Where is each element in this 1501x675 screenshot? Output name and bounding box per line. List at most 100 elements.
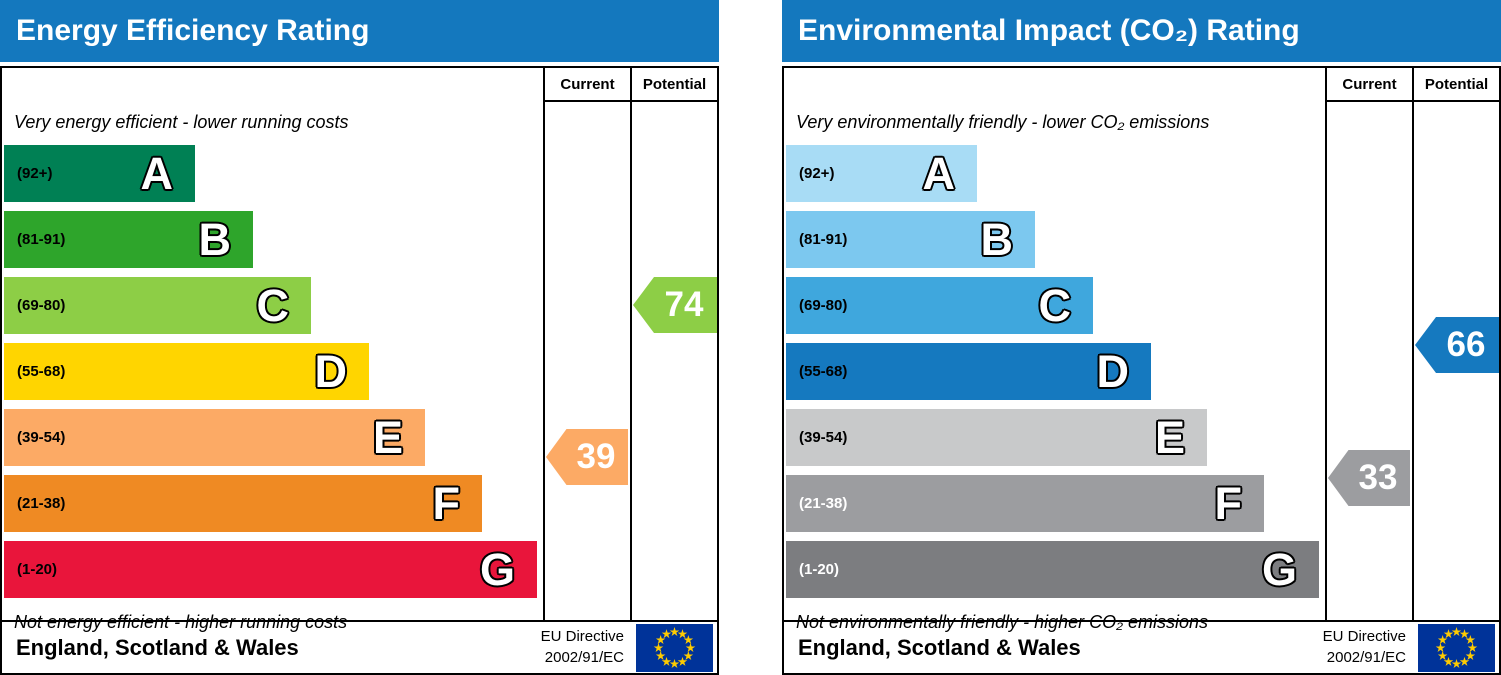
band-range-label: (92+) bbox=[799, 165, 835, 182]
band-row: (21-38) F bbox=[784, 475, 1325, 538]
band-letter: G bbox=[479, 544, 515, 595]
band-letter: B bbox=[980, 214, 1014, 265]
band-bar: (55-68) D bbox=[4, 343, 369, 400]
band-row: (92+) A bbox=[784, 145, 1325, 208]
bottom-note: Not energy efficient - higher running co… bbox=[14, 612, 348, 632]
band-letter: A bbox=[140, 148, 174, 199]
current-rating-value: 33 bbox=[1358, 458, 1398, 497]
band-bar: (21-38) F bbox=[786, 475, 1264, 532]
band-letter: F bbox=[432, 478, 461, 529]
rating-scale: Very environmentally friendly - lower CO… bbox=[784, 68, 1325, 641]
rating-table: Very energy efficient - lower running co… bbox=[0, 66, 719, 632]
band-range-label: (55-68) bbox=[799, 363, 848, 380]
panel-title: Environmental Impact (CO₂) Rating bbox=[798, 14, 1300, 47]
eu-directive-line1: EU Directive bbox=[540, 628, 624, 646]
band-row: (21-38) F bbox=[2, 475, 543, 538]
column-header-potential: Potential bbox=[642, 75, 707, 93]
energy-efficiency-panel: Energy Efficiency Rating Very energy eff… bbox=[0, 0, 719, 675]
band-range-label: (81-91) bbox=[799, 231, 848, 248]
band-bar: (39-54) E bbox=[786, 409, 1207, 466]
current-rating-value: 39 bbox=[576, 437, 616, 476]
band-bar: (69-80) C bbox=[4, 277, 311, 334]
potential-rating-value: 74 bbox=[664, 285, 704, 324]
band-letter: F bbox=[1214, 478, 1243, 529]
column-divider bbox=[543, 68, 545, 620]
band-row: (81-91) B bbox=[2, 211, 543, 274]
band-range-label: (1-20) bbox=[17, 561, 58, 578]
potential-rating-arrow: 66 bbox=[1415, 317, 1499, 373]
band-letter: E bbox=[372, 412, 403, 463]
band-row: (92+) A bbox=[2, 145, 543, 208]
column-divider bbox=[1412, 68, 1414, 620]
band-range-label: (55-68) bbox=[17, 363, 66, 380]
band-bar: (81-91) B bbox=[786, 211, 1035, 268]
band-bar: (92+) A bbox=[4, 145, 195, 202]
band-bar: (69-80) C bbox=[786, 277, 1093, 334]
column-header-current: Current bbox=[560, 75, 615, 93]
eu-flag-icon bbox=[1418, 623, 1495, 672]
band-range-label: (21-38) bbox=[799, 495, 848, 512]
column-header-underline bbox=[543, 100, 717, 102]
band-row: (55-68) D bbox=[784, 343, 1325, 406]
band-row: (81-91) B bbox=[784, 211, 1325, 274]
band-bar: (92+) A bbox=[786, 145, 977, 202]
environmental-impact-panel: Environmental Impact (CO₂) Rating Very e… bbox=[782, 0, 1501, 675]
current-rating-arrow: 33 bbox=[1328, 450, 1410, 506]
band-letter: G bbox=[1261, 544, 1297, 595]
band-letter: D bbox=[1096, 346, 1130, 397]
eu-directive-text: EU Directive 2002/91/EC bbox=[541, 627, 624, 668]
rating-table: Very environmentally friendly - lower CO… bbox=[782, 66, 1501, 632]
current-rating-arrow: 39 bbox=[546, 429, 628, 485]
band-letter: E bbox=[1154, 412, 1185, 463]
band-letter: D bbox=[314, 346, 348, 397]
eu-directive-text: EU Directive 2002/91/EC bbox=[1323, 627, 1406, 668]
band-letter: B bbox=[198, 214, 232, 265]
band-bar: (39-54) E bbox=[4, 409, 425, 466]
eu-flag-icon bbox=[636, 623, 713, 672]
band-range-label: (21-38) bbox=[17, 495, 66, 512]
band-bar: (1-20) G bbox=[4, 541, 537, 598]
panel-header: Energy Efficiency Rating bbox=[0, 0, 719, 62]
band-row: (55-68) D bbox=[2, 343, 543, 406]
band-row: (39-54) E bbox=[2, 409, 543, 472]
band-bar: (1-20) G bbox=[786, 541, 1319, 598]
potential-rating-value: 66 bbox=[1446, 325, 1486, 364]
band-row: (1-20) G bbox=[2, 541, 543, 604]
rating-scale: Very energy efficient - lower running co… bbox=[2, 68, 543, 641]
panel-header: Environmental Impact (CO₂) Rating bbox=[782, 0, 1501, 62]
band-letter: C bbox=[1038, 280, 1072, 331]
band-range-label: (39-54) bbox=[17, 429, 66, 446]
footer-region: England, Scotland & Wales bbox=[798, 634, 1081, 660]
column-header-underline bbox=[1325, 100, 1499, 102]
panel-footer: England, Scotland & Wales EU Directive 2… bbox=[0, 622, 719, 675]
band-bar: (81-91) B bbox=[4, 211, 253, 268]
panel-title: Energy Efficiency Rating bbox=[16, 14, 370, 47]
top-note: Very energy efficient - lower running co… bbox=[14, 111, 349, 132]
column-header-potential: Potential bbox=[1424, 75, 1489, 93]
potential-rating-arrow: 74 bbox=[633, 277, 717, 333]
band-range-label: (81-91) bbox=[17, 231, 66, 248]
bottom-note: Not environmentally friendly - higher CO… bbox=[796, 612, 1209, 632]
band-range-label: (69-80) bbox=[17, 297, 66, 314]
band-row: (39-54) E bbox=[784, 409, 1325, 472]
band-bar: (55-68) D bbox=[786, 343, 1151, 400]
band-bar: (21-38) F bbox=[4, 475, 482, 532]
band-range-label: (92+) bbox=[17, 165, 53, 182]
eu-directive-line2: 2002/91/EC bbox=[1326, 648, 1406, 666]
footer-region: England, Scotland & Wales bbox=[16, 634, 299, 660]
eu-directive-line2: 2002/91/EC bbox=[544, 648, 624, 666]
column-header-current: Current bbox=[1342, 75, 1397, 93]
band-row: (1-20) G bbox=[784, 541, 1325, 604]
band-range-label: (1-20) bbox=[799, 561, 840, 578]
band-range-label: (39-54) bbox=[799, 429, 848, 446]
eu-directive-line1: EU Directive bbox=[1322, 628, 1406, 646]
panel-footer: England, Scotland & Wales EU Directive 2… bbox=[782, 622, 1501, 675]
band-letter: C bbox=[256, 280, 290, 331]
band-letter: A bbox=[922, 148, 956, 199]
band-row: (69-80) C bbox=[2, 277, 543, 340]
top-note: Very environmentally friendly - lower CO… bbox=[796, 111, 1210, 132]
column-divider bbox=[630, 68, 632, 620]
band-range-label: (69-80) bbox=[799, 297, 848, 314]
band-row: (69-80) C bbox=[784, 277, 1325, 340]
